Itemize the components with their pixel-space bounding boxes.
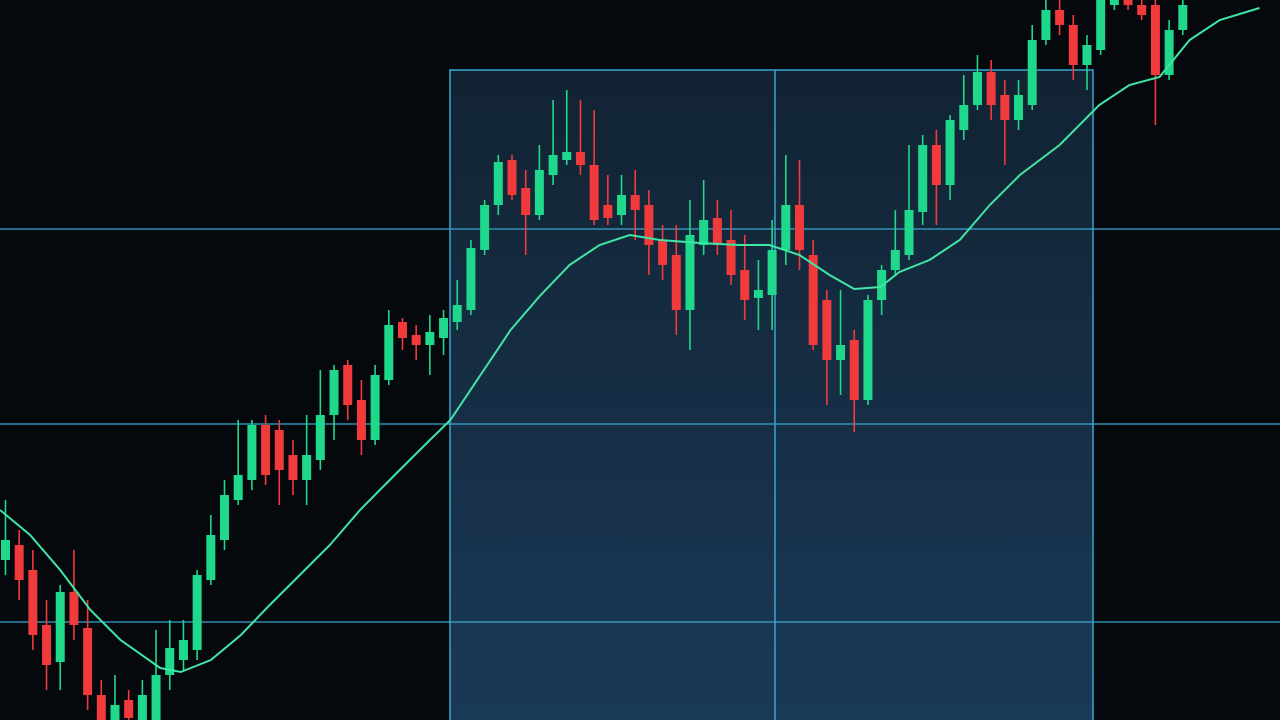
candle-body bbox=[315, 415, 325, 460]
candle-body bbox=[863, 300, 873, 400]
candle-body bbox=[288, 455, 298, 480]
candle-body bbox=[1109, 0, 1119, 5]
candle-body bbox=[753, 290, 763, 298]
candle-body bbox=[534, 170, 544, 215]
candle-body bbox=[137, 695, 147, 720]
candle-body bbox=[548, 155, 558, 175]
candle-body bbox=[480, 205, 490, 250]
candle-body bbox=[83, 628, 93, 695]
candle-body bbox=[617, 195, 627, 215]
candle-body bbox=[1137, 5, 1147, 15]
candle-body bbox=[302, 455, 312, 480]
candle-body bbox=[1068, 25, 1078, 65]
candle-body bbox=[699, 220, 709, 245]
candle-body bbox=[781, 205, 791, 250]
selection-box bbox=[449, 69, 1094, 720]
candle-body bbox=[918, 145, 928, 212]
candle-body bbox=[124, 700, 134, 718]
candle-body bbox=[466, 248, 476, 310]
candle-body bbox=[1014, 95, 1024, 120]
candle-body bbox=[425, 332, 435, 345]
candle-body bbox=[28, 570, 38, 635]
candle-body bbox=[110, 705, 120, 720]
candle-body bbox=[767, 250, 777, 295]
candle-body bbox=[220, 495, 230, 540]
candle-body bbox=[206, 535, 216, 580]
candle-body bbox=[1027, 40, 1037, 105]
candle-body bbox=[822, 300, 832, 360]
candle-body bbox=[507, 160, 517, 195]
candle-body bbox=[603, 205, 613, 218]
candle-body bbox=[1178, 5, 1188, 30]
candle-body bbox=[411, 335, 421, 345]
candle-body bbox=[644, 205, 654, 245]
candle-body bbox=[178, 640, 188, 660]
candle-body bbox=[165, 648, 175, 675]
candle-body bbox=[261, 425, 271, 475]
candle-body bbox=[589, 165, 599, 220]
moving-average-line bbox=[0, 7, 1260, 674]
candle-body bbox=[1082, 45, 1092, 65]
candle-body bbox=[1055, 10, 1065, 25]
candle-body bbox=[151, 675, 161, 720]
candle-body bbox=[1164, 30, 1174, 75]
candle-body bbox=[740, 270, 750, 300]
candle-body bbox=[1000, 95, 1010, 120]
candle-body bbox=[96, 695, 106, 720]
candle-body bbox=[384, 325, 394, 380]
candle-body bbox=[247, 425, 257, 480]
candle-body bbox=[274, 430, 284, 470]
candle-body bbox=[521, 188, 531, 215]
candle-body bbox=[931, 145, 941, 185]
candle-body bbox=[1041, 10, 1051, 40]
candle-body bbox=[945, 120, 955, 185]
candle-body bbox=[712, 218, 722, 245]
candle-body bbox=[1150, 5, 1160, 75]
candle-body bbox=[343, 365, 353, 405]
candle-body bbox=[55, 592, 65, 662]
candle-body bbox=[370, 375, 380, 440]
candle-body bbox=[726, 240, 736, 275]
candle-body bbox=[397, 322, 407, 338]
candle-body bbox=[329, 370, 339, 415]
candle-body bbox=[658, 240, 668, 265]
candle-body bbox=[904, 210, 914, 255]
candle-body bbox=[452, 305, 462, 322]
candle-body bbox=[575, 152, 585, 165]
candle-body bbox=[0, 540, 10, 560]
candle-body bbox=[890, 250, 900, 270]
candle-body bbox=[14, 545, 24, 580]
candle-body bbox=[1123, 0, 1133, 5]
candle-body bbox=[233, 475, 243, 500]
candle-body bbox=[69, 592, 79, 625]
candle-body bbox=[808, 255, 818, 345]
candle-body bbox=[1096, 0, 1106, 50]
candle-body bbox=[192, 575, 202, 650]
candle-body bbox=[836, 345, 846, 360]
candle-body bbox=[685, 235, 695, 310]
candle-body bbox=[356, 400, 366, 440]
candle-body bbox=[493, 162, 503, 205]
candle-body bbox=[671, 255, 681, 310]
candle-body bbox=[42, 625, 52, 665]
candle-body bbox=[986, 72, 996, 105]
candle-body bbox=[562, 152, 572, 160]
candle-body bbox=[972, 72, 982, 105]
candle-body bbox=[439, 318, 449, 338]
candle-body bbox=[794, 205, 804, 250]
candle-body bbox=[959, 105, 969, 130]
candle-body bbox=[630, 195, 640, 210]
candle-body bbox=[849, 340, 859, 400]
